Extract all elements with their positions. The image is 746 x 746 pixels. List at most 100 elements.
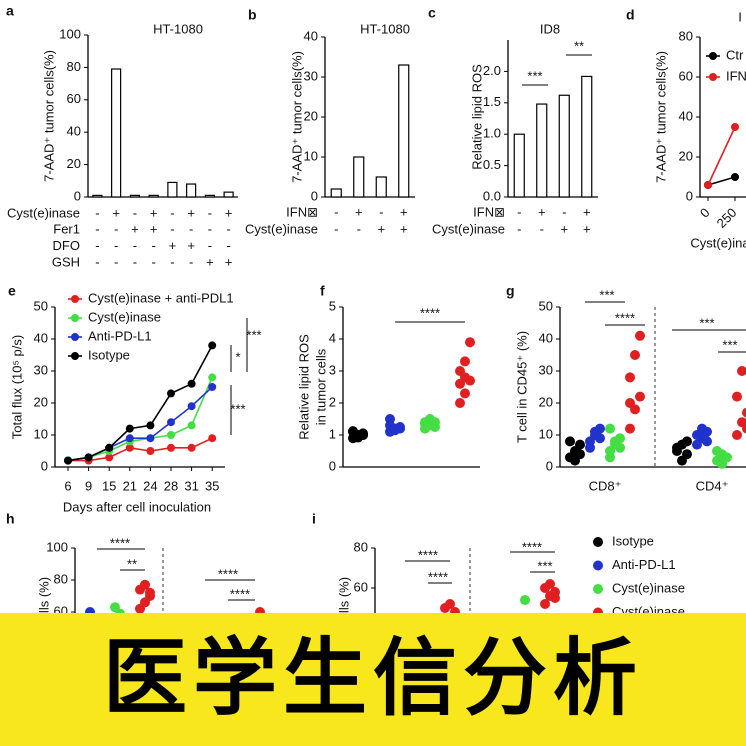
bar bbox=[536, 103, 548, 198]
significance-label: ** bbox=[127, 556, 137, 571]
legend-label: Anti-PD-L1 bbox=[88, 328, 152, 343]
legend-label: Isotype bbox=[612, 533, 654, 548]
legend-label: Ctr bbox=[726, 47, 744, 62]
bar bbox=[92, 194, 103, 198]
condition-sign: + bbox=[538, 204, 546, 219]
condition-sign: + bbox=[206, 254, 214, 269]
y-tick-label: 20 bbox=[304, 108, 318, 123]
data-point bbox=[712, 446, 722, 456]
data-point bbox=[140, 579, 150, 590]
condition-sign: + bbox=[112, 205, 120, 220]
y-tick-label: 40 bbox=[34, 330, 48, 345]
y-tick-label: 0.0 bbox=[483, 188, 501, 203]
data-point bbox=[682, 436, 692, 447]
significance-label: **** bbox=[428, 569, 448, 584]
y-tick-label: 0 bbox=[311, 188, 318, 203]
panel-title: HT-1080 bbox=[153, 21, 203, 36]
bar bbox=[375, 176, 387, 198]
y-tick-label: 10 bbox=[539, 426, 553, 441]
x-tick-label: 28 bbox=[164, 478, 178, 493]
panel-letter: i bbox=[312, 511, 316, 527]
condition-sign: - bbox=[95, 238, 99, 253]
condition-label: IFN⊠ bbox=[473, 204, 505, 219]
data-point bbox=[395, 423, 405, 434]
condition-sign: + bbox=[583, 221, 591, 236]
panel-letter: a bbox=[6, 3, 14, 19]
y-tick-label: 0 bbox=[41, 458, 48, 473]
condition-sign: - bbox=[95, 222, 99, 237]
legend-marker bbox=[71, 295, 79, 303]
data-point bbox=[732, 391, 742, 402]
bar bbox=[558, 94, 570, 198]
significance-label: *** bbox=[230, 401, 245, 416]
data-point bbox=[84, 453, 93, 462]
bar bbox=[204, 194, 215, 198]
data-point bbox=[146, 434, 155, 443]
data-point bbox=[125, 424, 134, 433]
data-point bbox=[420, 417, 430, 428]
data-point bbox=[167, 431, 175, 439]
data-point bbox=[465, 337, 475, 348]
x-tick-label: 24 bbox=[143, 478, 157, 493]
x-tick-label: 21 bbox=[123, 478, 137, 493]
data-point bbox=[187, 379, 196, 388]
y-tick-label: 30 bbox=[304, 68, 318, 83]
significance-label: **** bbox=[218, 566, 238, 581]
significance-label: *** bbox=[699, 315, 714, 330]
legend-label: Cyst(e)inase + anti-PDL1 bbox=[88, 290, 234, 305]
x-tick-label: 9 bbox=[85, 478, 92, 493]
significance-label: *** bbox=[527, 68, 542, 83]
y-axis-label: Total flux (10⁵ p/s) bbox=[9, 335, 24, 439]
data-point bbox=[682, 449, 692, 460]
data-point bbox=[635, 391, 645, 402]
y-tick-label: 0 bbox=[329, 458, 336, 473]
panel-letter: h bbox=[6, 511, 15, 527]
data-point bbox=[146, 421, 155, 430]
condition-sign: - bbox=[170, 254, 174, 269]
y-tick-label: 100 bbox=[46, 539, 68, 554]
data-point bbox=[731, 123, 739, 131]
series-line bbox=[707, 126, 736, 186]
y-tick-label: 80 bbox=[67, 59, 81, 74]
data-point bbox=[358, 430, 368, 440]
condition-sign: - bbox=[517, 204, 521, 219]
condition-sign: - bbox=[133, 238, 137, 253]
y-tick-label: 0 bbox=[546, 458, 553, 473]
x-tick-label: 35 bbox=[205, 478, 219, 493]
panel-letter: b bbox=[248, 7, 257, 23]
panel-letter: c bbox=[428, 5, 436, 21]
condition-sign: - bbox=[114, 238, 118, 253]
y-tick-label: 20 bbox=[34, 394, 48, 409]
data-point bbox=[455, 398, 465, 408]
significance-label: ** bbox=[574, 38, 584, 53]
data-point bbox=[64, 456, 72, 465]
condition-sign: - bbox=[189, 222, 193, 237]
condition-sign: - bbox=[540, 221, 544, 236]
condition-sign: - bbox=[334, 221, 338, 236]
bar bbox=[223, 191, 234, 198]
data-point bbox=[208, 341, 217, 350]
y-tick-label: 20 bbox=[67, 156, 81, 171]
y-tick-label: 0 bbox=[74, 188, 81, 203]
data-point bbox=[605, 452, 615, 463]
data-point bbox=[625, 423, 635, 434]
y-tick-label: 60 bbox=[67, 91, 81, 106]
y-axis-label: lls (%) bbox=[36, 577, 51, 613]
x-tick-label: CD8⁺ bbox=[589, 478, 622, 493]
y-tick-label: 1.0 bbox=[483, 126, 501, 141]
legend-marker bbox=[71, 333, 79, 341]
panel-letter: d bbox=[626, 7, 635, 23]
condition-sign: + bbox=[560, 221, 568, 236]
legend-marker bbox=[593, 537, 603, 547]
condition-sign: + bbox=[150, 205, 158, 220]
condition-label: GSH bbox=[52, 254, 80, 269]
y-tick-label: 80 bbox=[54, 571, 68, 586]
condition-sign: - bbox=[334, 204, 338, 219]
y-tick-label: 0 bbox=[686, 188, 693, 203]
data-point bbox=[731, 173, 739, 181]
data-point bbox=[208, 373, 217, 382]
data-point bbox=[585, 442, 595, 453]
bar bbox=[129, 194, 140, 198]
legend-label: Cyst(e)inase bbox=[612, 580, 685, 595]
